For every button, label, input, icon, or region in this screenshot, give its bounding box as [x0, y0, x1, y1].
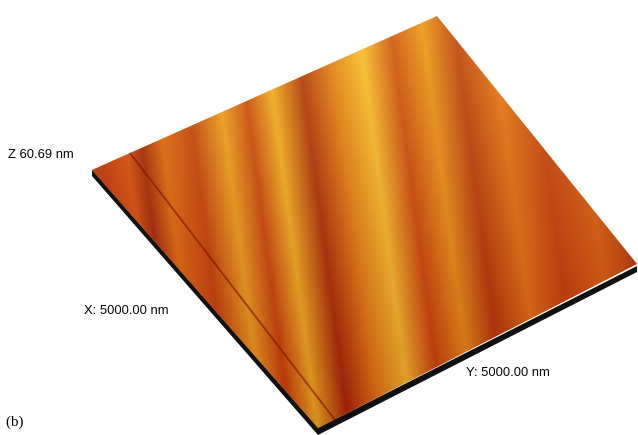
z-label: Z 60.69 nm [8, 146, 74, 161]
panel-label: (b) [6, 414, 24, 431]
page: Z 60.69 nm X: 5000.00 nm Y: 5000.00 nm (… [0, 0, 638, 435]
x-label: X: 5000.00 nm [84, 302, 169, 317]
y-label: Y: 5000.00 nm [466, 364, 550, 379]
surface-shading [92, 16, 637, 428]
